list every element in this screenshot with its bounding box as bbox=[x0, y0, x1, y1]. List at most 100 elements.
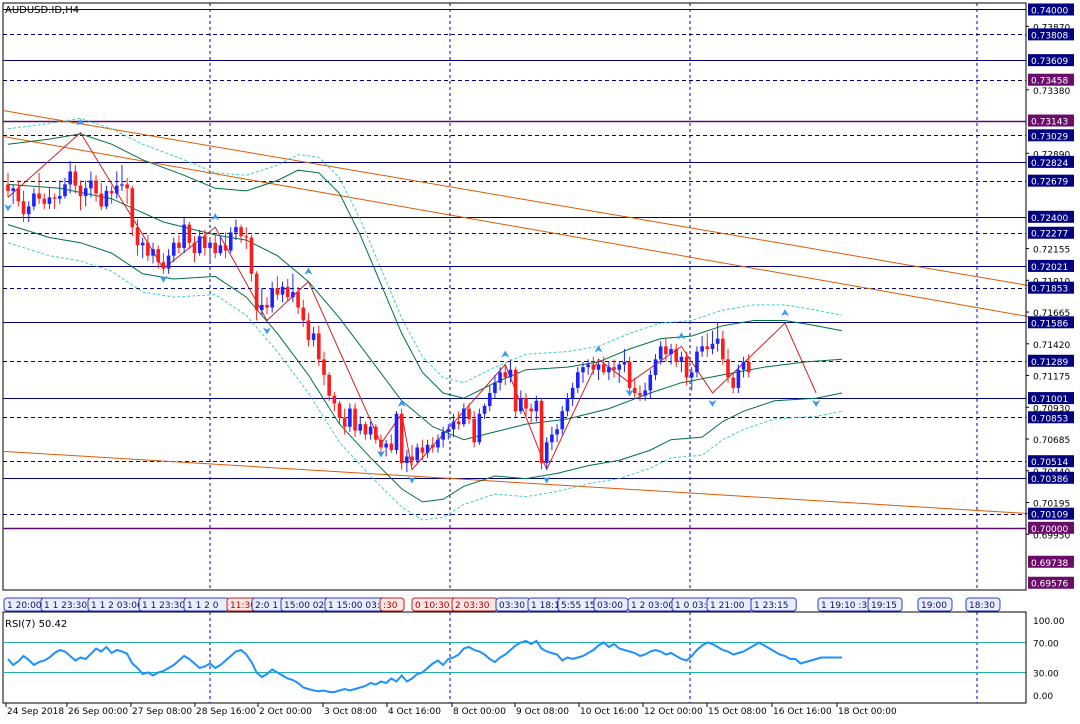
candle-body bbox=[322, 359, 326, 375]
candle-body bbox=[99, 193, 104, 207]
candle-body bbox=[291, 291, 295, 298]
bollinger-upper-band bbox=[7, 133, 843, 399]
candle-body bbox=[363, 424, 368, 435]
price-label-text: 0.73808 bbox=[1031, 31, 1068, 41]
candle-body bbox=[462, 408, 466, 425]
price-label-text: 0.70386 bbox=[1031, 475, 1068, 485]
time-tag-label: 1 1 23:30 bbox=[142, 601, 185, 611]
candle-body bbox=[508, 369, 513, 378]
candle-body bbox=[643, 390, 647, 396]
time-tag-label: 0 10:30 bbox=[415, 601, 450, 611]
time-tick-label: 10 Oct 16:00 bbox=[580, 707, 639, 717]
time-tick-label: 2 Oct 00:00 bbox=[259, 707, 312, 717]
candle-body bbox=[337, 403, 342, 418]
candle-body bbox=[493, 382, 497, 394]
price-tick-label: 0.72890 bbox=[1033, 150, 1070, 160]
candle-body bbox=[612, 367, 616, 370]
candle-body bbox=[664, 346, 668, 355]
price-label-text: 0.73029 bbox=[1031, 132, 1068, 142]
candle-body bbox=[581, 367, 585, 373]
trend-line bbox=[2, 450, 1029, 515]
price-label-text: 0.72679 bbox=[1031, 178, 1068, 188]
time-tag-label: 15:00 02 bbox=[284, 601, 324, 611]
outer-upper-envelope bbox=[7, 117, 843, 384]
time-tag-box bbox=[867, 597, 903, 612]
candle-body bbox=[296, 291, 300, 308]
time-tag-label: 03:30 bbox=[499, 601, 525, 611]
fractal-down-marker bbox=[4, 204, 12, 212]
time-tag-label: 1 2 03:00 bbox=[631, 601, 674, 611]
rsi-panel: 100.00 70.00 30.00 0.00 bbox=[3, 612, 1065, 703]
candle-body bbox=[456, 421, 461, 425]
candle-body bbox=[114, 185, 119, 194]
price-label-box bbox=[1028, 174, 1074, 187]
candle-body bbox=[182, 224, 186, 248]
candle-body bbox=[348, 408, 352, 427]
price-tick-label: 0.71175 bbox=[1033, 373, 1070, 383]
candle-body bbox=[239, 227, 243, 237]
price-tick-label: 0.73380 bbox=[1033, 87, 1070, 97]
candle-body bbox=[358, 424, 363, 431]
time-tag-label: 1 21:00 bbox=[710, 601, 745, 611]
fractal-down-marker bbox=[812, 400, 821, 408]
candle-body bbox=[37, 193, 41, 199]
time-tag-box bbox=[379, 597, 405, 612]
candle-body bbox=[726, 359, 730, 378]
candle-body bbox=[301, 307, 306, 321]
candle-body bbox=[89, 180, 93, 189]
candle-body bbox=[52, 197, 57, 199]
candle-body bbox=[695, 351, 699, 373]
candle-body bbox=[368, 426, 373, 435]
candle-body bbox=[700, 346, 704, 352]
candle-body bbox=[218, 245, 223, 254]
candle-body bbox=[705, 346, 710, 349]
fractal-down-marker bbox=[159, 275, 168, 283]
candle-body bbox=[570, 387, 575, 399]
time-tag-label: 1 23:15 bbox=[754, 601, 789, 611]
candle-body bbox=[78, 185, 83, 197]
fractal-up-marker bbox=[677, 332, 686, 340]
time-tag-label: 1 1 23:30 bbox=[44, 601, 87, 611]
grid bbox=[209, 3, 978, 703]
fractal-markers bbox=[4, 118, 821, 484]
time-tick-label: 15 Oct 08:00 bbox=[708, 707, 767, 717]
fractal-up-marker bbox=[781, 309, 789, 317]
candle-body bbox=[208, 242, 212, 248]
candle-body bbox=[689, 372, 694, 378]
candle-body bbox=[254, 273, 259, 311]
time-tag-label: 11:30 bbox=[230, 601, 256, 611]
time-tick-label: 18 Oct 00:00 bbox=[838, 707, 897, 717]
candle-body bbox=[16, 188, 21, 202]
candle-body bbox=[353, 408, 357, 431]
trend-lines bbox=[2, 110, 1029, 515]
candle-body bbox=[430, 444, 435, 448]
time-tag-label: 1 20:00 bbox=[7, 601, 42, 611]
price-tick-label: 0.73870 bbox=[1033, 23, 1070, 33]
candle-body bbox=[373, 426, 378, 440]
candle-body bbox=[265, 304, 269, 308]
candle-body bbox=[317, 333, 321, 360]
time-tag-label: 1 19:10 :30 bbox=[821, 601, 873, 611]
price-label-text: 0.72400 bbox=[1031, 214, 1068, 224]
candle-body bbox=[467, 408, 471, 419]
candle-body bbox=[109, 190, 114, 194]
fractal-down-marker bbox=[708, 400, 717, 408]
candle-body bbox=[249, 237, 254, 274]
fractal-up-marker bbox=[501, 350, 510, 358]
chart-title: AUDUSD.ID,H4 bbox=[5, 5, 79, 16]
candle-body bbox=[306, 320, 311, 340]
candle-body bbox=[58, 196, 62, 199]
time-tag-box bbox=[750, 597, 797, 612]
candle-body bbox=[32, 193, 36, 207]
rsi-tick-label: 70.00 bbox=[1033, 640, 1059, 650]
candle-body bbox=[487, 393, 492, 406]
time-tag-label: 5:55 15:55 bbox=[561, 601, 610, 611]
price-label-box bbox=[1028, 210, 1074, 223]
price-label-box bbox=[1028, 3, 1074, 16]
fractal-down-marker bbox=[376, 450, 385, 458]
time-tick-label: 8 Oct 00:00 bbox=[453, 707, 506, 717]
fractal-up-marker bbox=[397, 399, 406, 407]
fractal-down-marker bbox=[408, 476, 417, 484]
price-tick-label: 0.70195 bbox=[1033, 500, 1070, 510]
